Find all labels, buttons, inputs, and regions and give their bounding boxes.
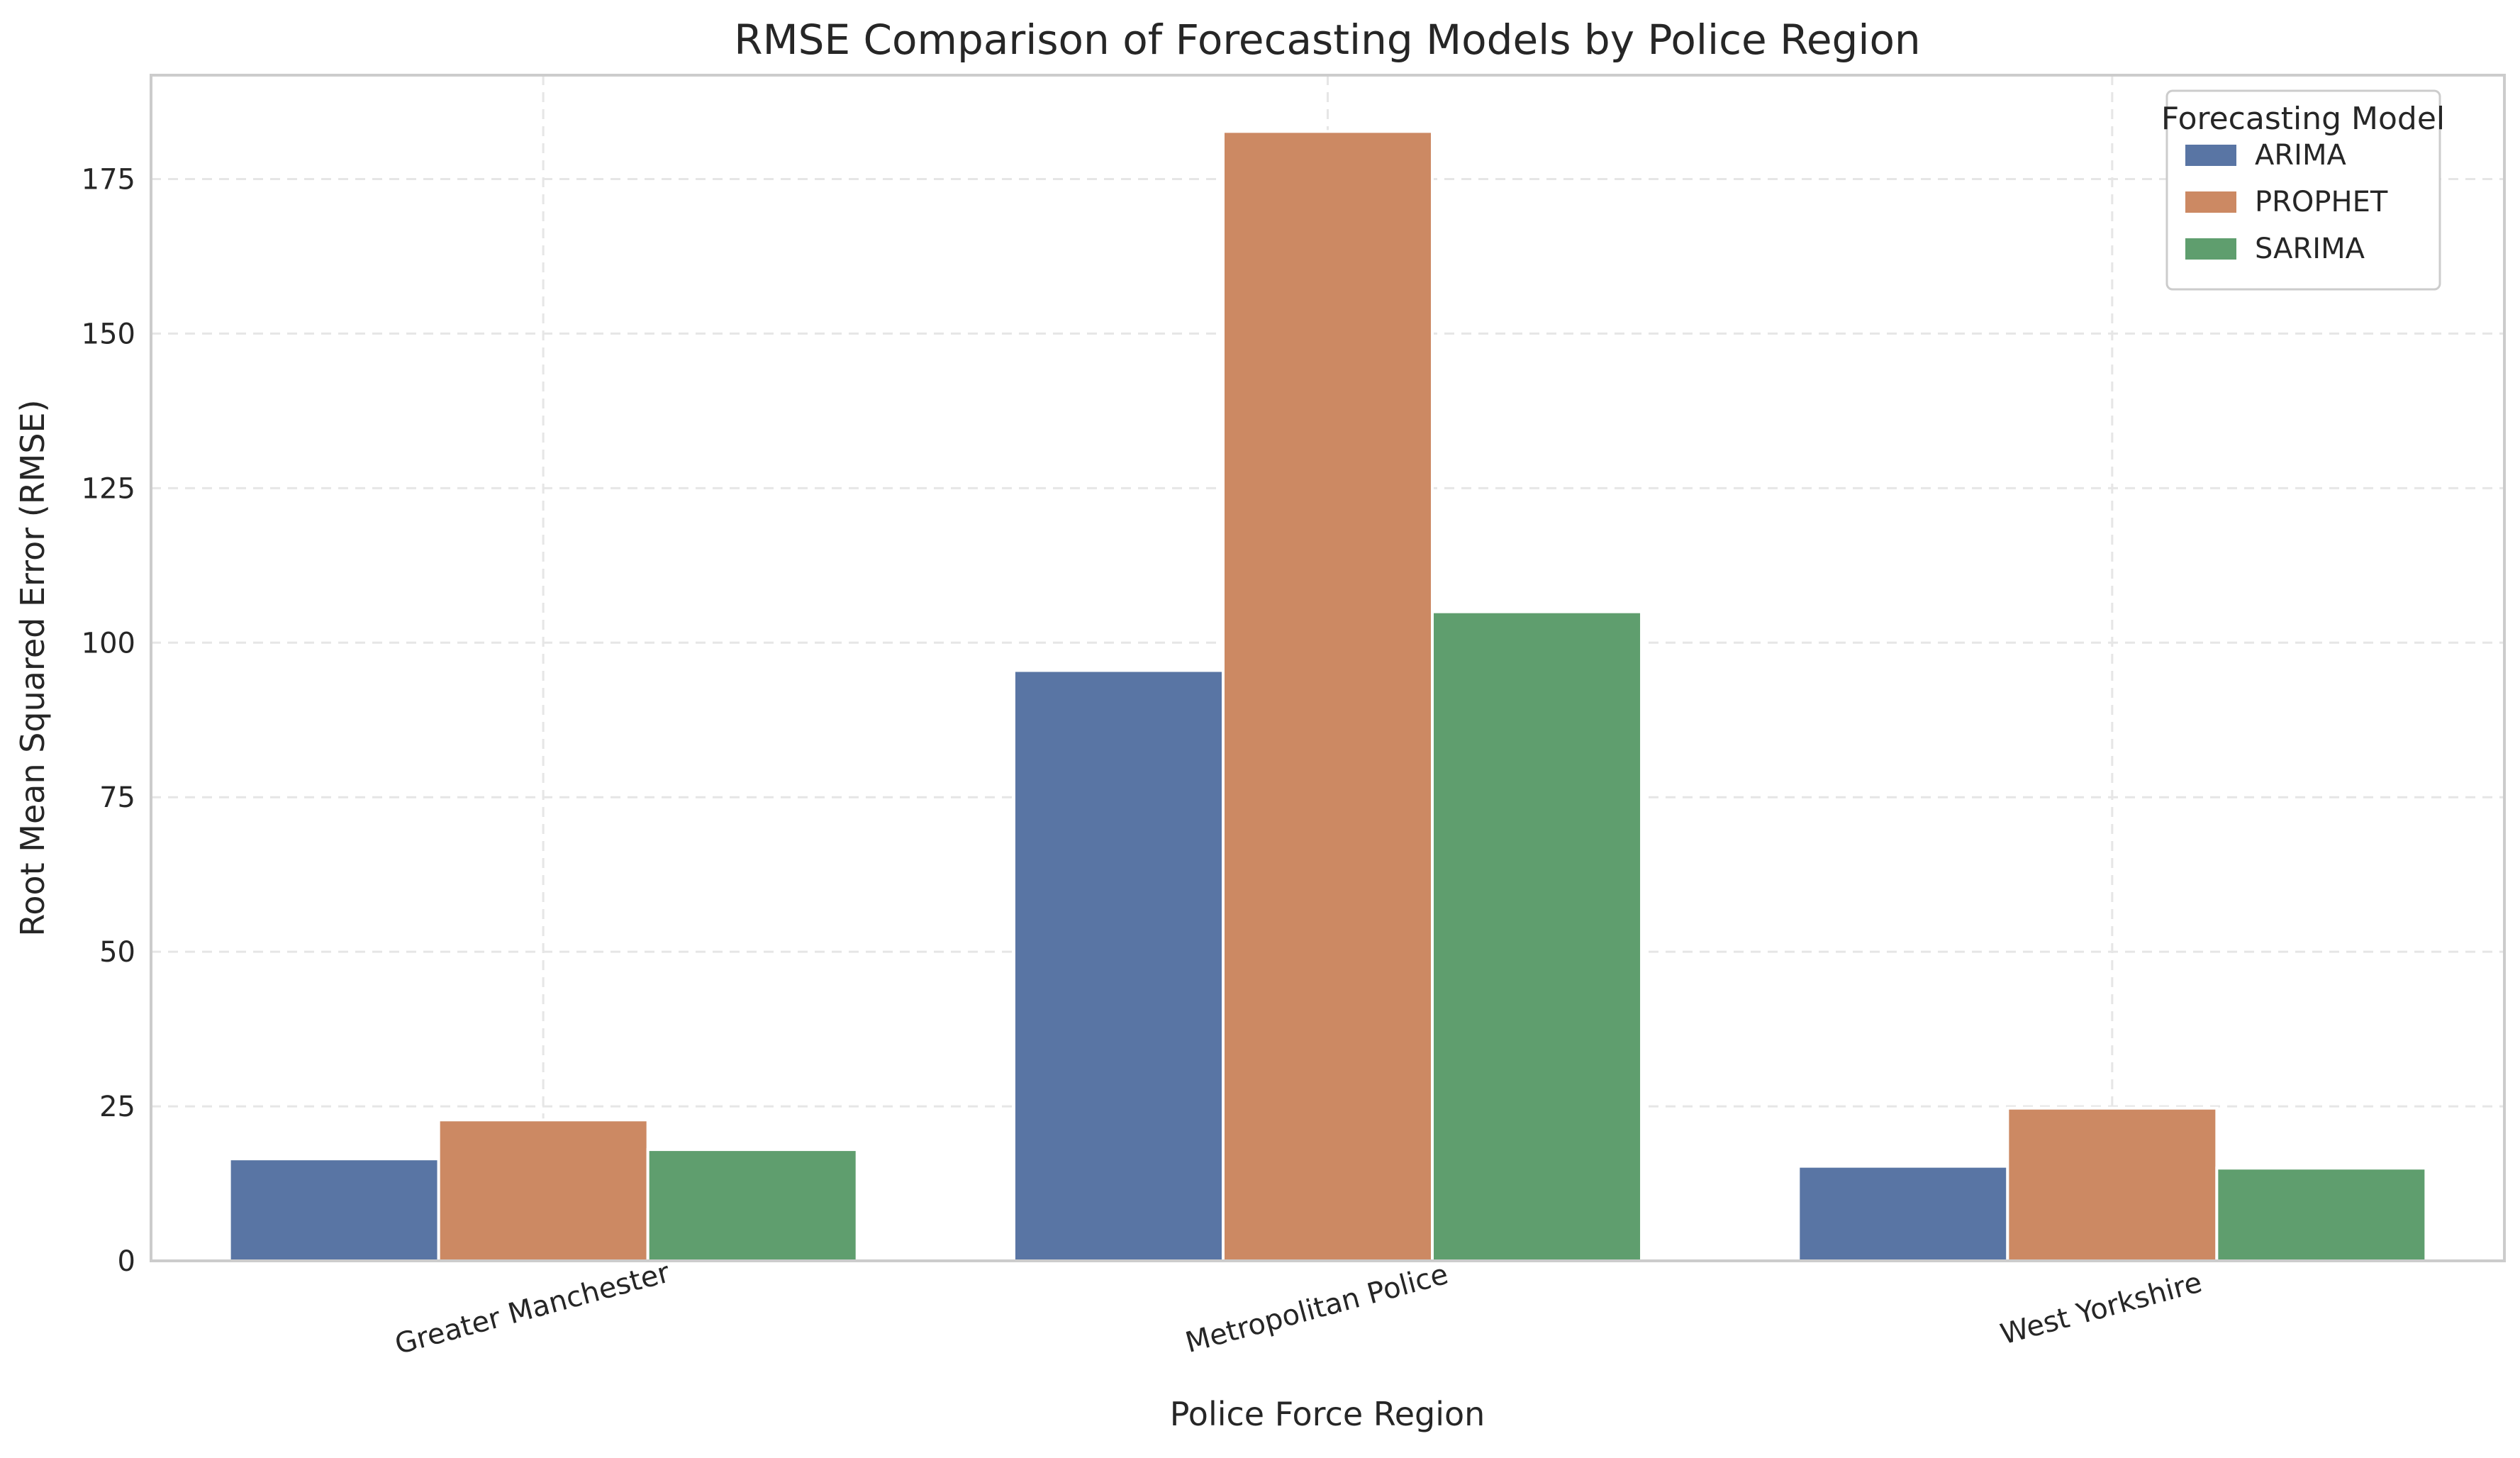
- bar-prophet-west-yorkshire: [2006, 1106, 2219, 1263]
- legend-swatch-arima: [2185, 145, 2236, 166]
- y-tick-label: 25: [99, 1091, 135, 1123]
- y-tick-label: 0: [118, 1245, 135, 1278]
- y-tick-label: 50: [99, 936, 135, 969]
- legend-label-sarima: SARIMA: [2255, 233, 2365, 265]
- legend-label-arima: ARIMA: [2255, 139, 2346, 172]
- chart-title: RMSE Comparison of Forecasting Models by…: [734, 16, 1920, 64]
- bar-arima-metropolitan-police: [1012, 669, 1225, 1262]
- x-axis-label: Police Force Region: [1170, 1395, 1485, 1433]
- y-axis-ticks: 0 25 50 75 100 125 150 175: [82, 163, 135, 1278]
- bar-prophet-greater-manchester: [437, 1118, 649, 1262]
- legend-swatch-sarima: [2185, 238, 2236, 260]
- bar-sarima-greater-manchester: [646, 1148, 859, 1262]
- y-tick-label: 175: [82, 163, 135, 196]
- legend-swatch-prophet: [2185, 191, 2236, 213]
- y-tick-label: 75: [99, 781, 135, 814]
- legend-title: Forecasting Model: [2161, 101, 2445, 137]
- plot-frame: [150, 74, 2506, 1262]
- bars: [228, 130, 2428, 1263]
- bar-arima-greater-manchester: [228, 1157, 440, 1263]
- y-axis-label: Root Mean Squared Error (RMSE): [13, 399, 52, 936]
- y-tick-label: 100: [82, 627, 135, 660]
- y-tick-label: 125: [82, 472, 135, 505]
- y-tick-label: 150: [82, 318, 135, 350]
- bar-arima-west-yorkshire: [1797, 1164, 2009, 1262]
- legend: Forecasting Model ARIMA PROPHET SARIMA: [2161, 89, 2445, 291]
- bar-sarima-metropolitan-police: [1431, 610, 1644, 1262]
- bar-prophet-metropolitan-police: [1221, 130, 1434, 1262]
- bar-sarima-west-yorkshire: [2215, 1167, 2428, 1262]
- legend-items: ARIMA PROPHET SARIMA: [2185, 139, 2388, 265]
- legend-label-prophet: PROPHET: [2255, 186, 2388, 218]
